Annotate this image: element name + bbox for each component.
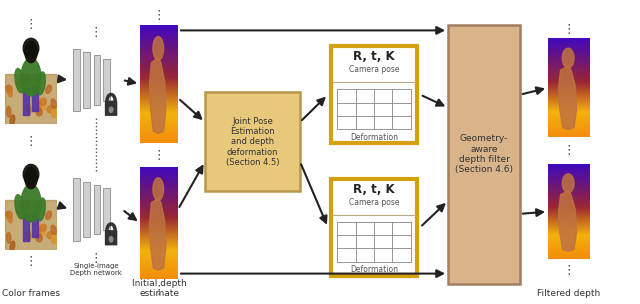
Text: ⋮: ⋮ bbox=[153, 149, 165, 162]
Text: ⋮: ⋮ bbox=[25, 18, 37, 31]
Text: Initial depth
estimate: Initial depth estimate bbox=[132, 279, 186, 298]
Text: ⋮: ⋮ bbox=[153, 9, 165, 22]
Bar bbox=[205, 92, 300, 192]
Text: Filtered depth: Filtered depth bbox=[538, 289, 600, 298]
Text: ⋮: ⋮ bbox=[563, 264, 575, 277]
Bar bbox=[448, 25, 520, 284]
Text: ⋮: ⋮ bbox=[563, 23, 575, 36]
Text: Geometry-
aware
depth filter
(Section 4.6): Geometry- aware depth filter (Section 4.… bbox=[455, 134, 513, 174]
Text: Single-image
Depth network: Single-image Depth network bbox=[70, 264, 122, 276]
Text: ⋮: ⋮ bbox=[153, 284, 165, 297]
Text: ⋮: ⋮ bbox=[90, 26, 102, 39]
Text: Color frames: Color frames bbox=[2, 289, 60, 298]
Text: ⋮: ⋮ bbox=[90, 252, 102, 265]
Text: ⋮: ⋮ bbox=[25, 135, 37, 148]
Text: Joint Pose
Estimation
and depth
deformation
(Section 4.5): Joint Pose Estimation and depth deformat… bbox=[226, 116, 279, 167]
Text: ⋮: ⋮ bbox=[25, 255, 37, 268]
Text: ⋮: ⋮ bbox=[563, 144, 575, 157]
